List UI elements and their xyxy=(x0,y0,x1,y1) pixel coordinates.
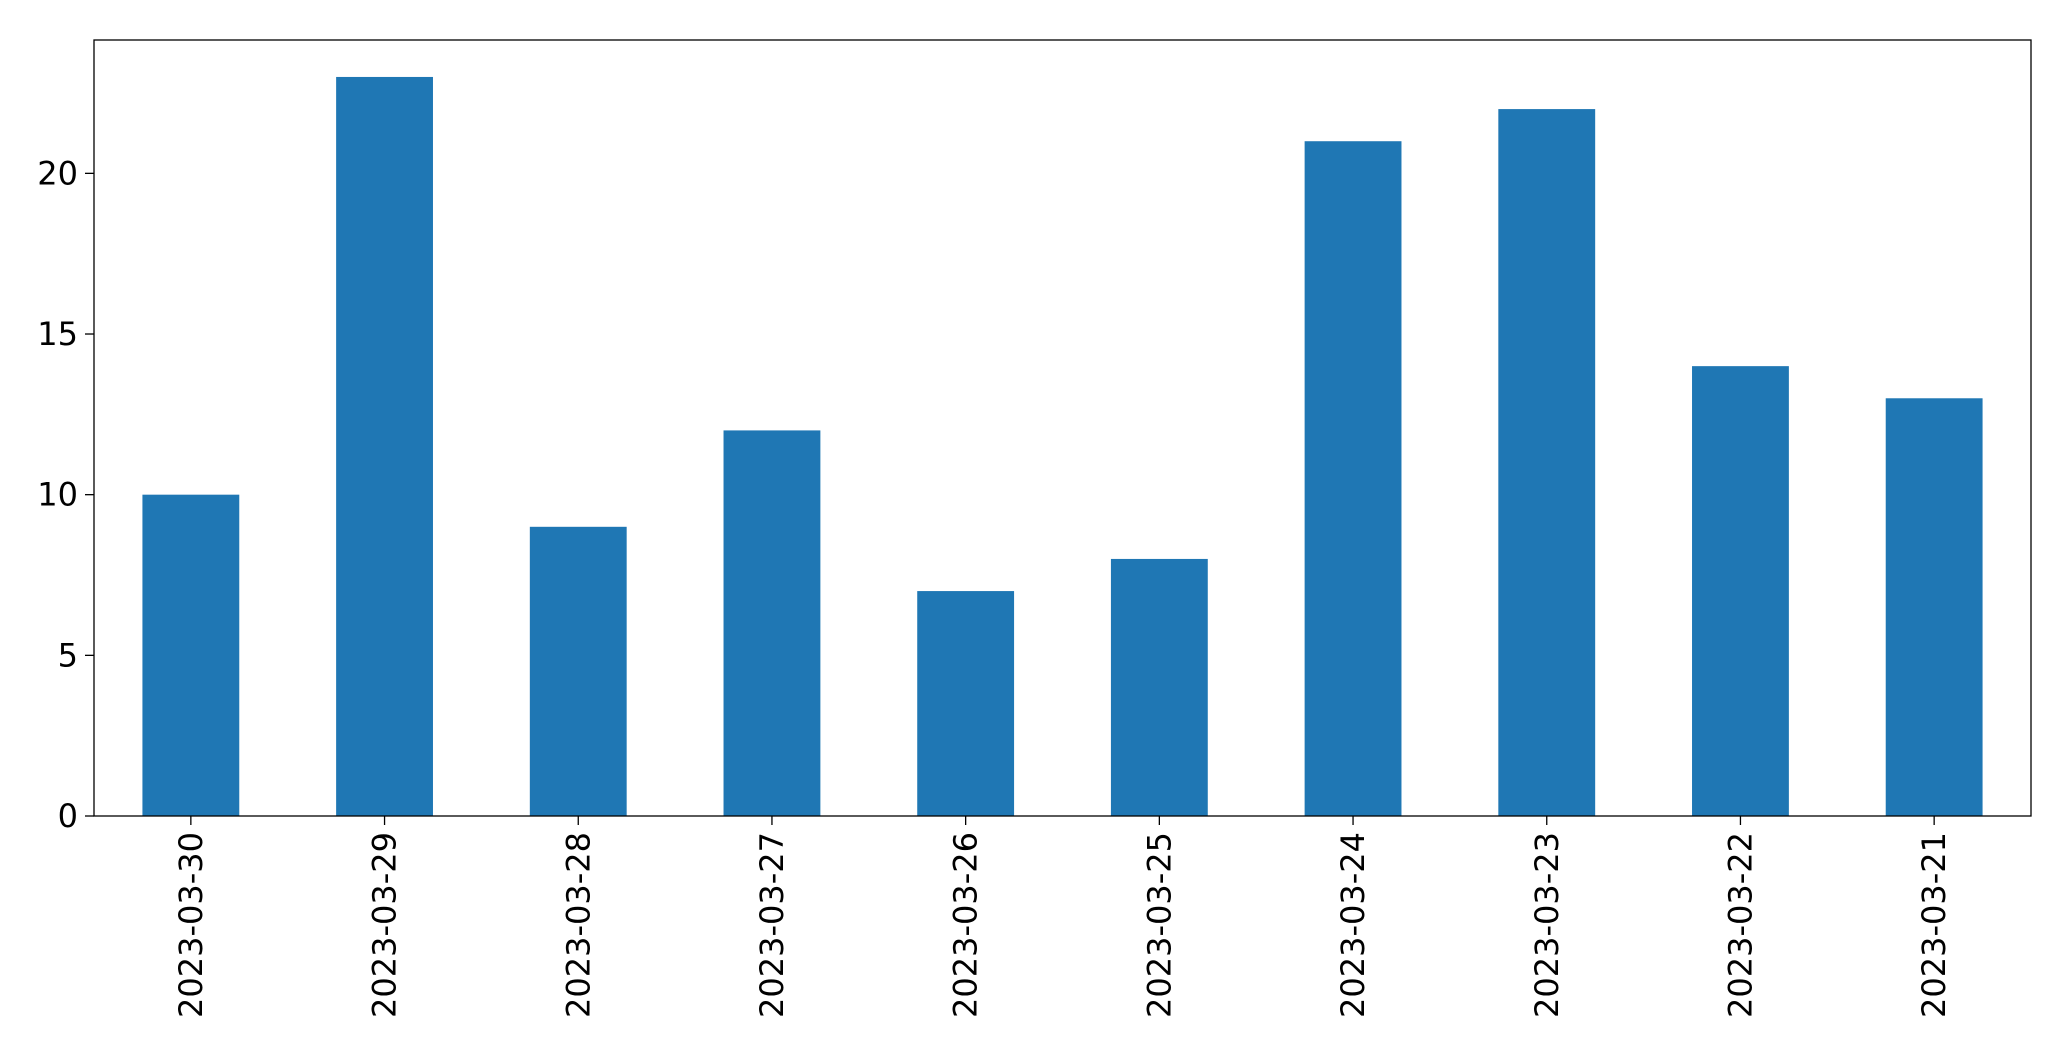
x-tick-label: 2023-03-29 xyxy=(366,832,404,1018)
x-tick-label: 2023-03-28 xyxy=(559,832,597,1018)
bar xyxy=(917,591,1015,816)
y-tick-label: 0 xyxy=(58,797,78,835)
bar xyxy=(723,430,821,816)
bar xyxy=(1885,398,1983,816)
bar xyxy=(142,494,240,816)
x-tick-label: 2023-03-21 xyxy=(1915,832,1953,1018)
y-tick-label: 5 xyxy=(58,636,78,674)
bar xyxy=(1110,558,1208,816)
x-tick-label: 2023-03-30 xyxy=(172,832,210,1018)
bar xyxy=(1692,366,1789,816)
x-tick-label: 2023-03-22 xyxy=(1721,832,1759,1018)
x-tick-label: 2023-03-27 xyxy=(753,832,791,1018)
bar xyxy=(1498,109,1596,816)
x-tick-label: 2023-03-25 xyxy=(1140,832,1178,1018)
x-tick-label: 2023-03-23 xyxy=(1528,832,1566,1018)
bar xyxy=(1304,141,1402,816)
y-tick-label: 10 xyxy=(37,476,78,514)
x-tick-label: 2023-03-26 xyxy=(947,832,985,1018)
bar xyxy=(336,76,433,816)
y-tick-label: 15 xyxy=(37,315,78,353)
bar xyxy=(529,526,627,816)
plot-frame xyxy=(93,39,2032,817)
x-tick-label: 2023-03-24 xyxy=(1334,832,1372,1018)
y-tick-label: 20 xyxy=(37,154,78,192)
